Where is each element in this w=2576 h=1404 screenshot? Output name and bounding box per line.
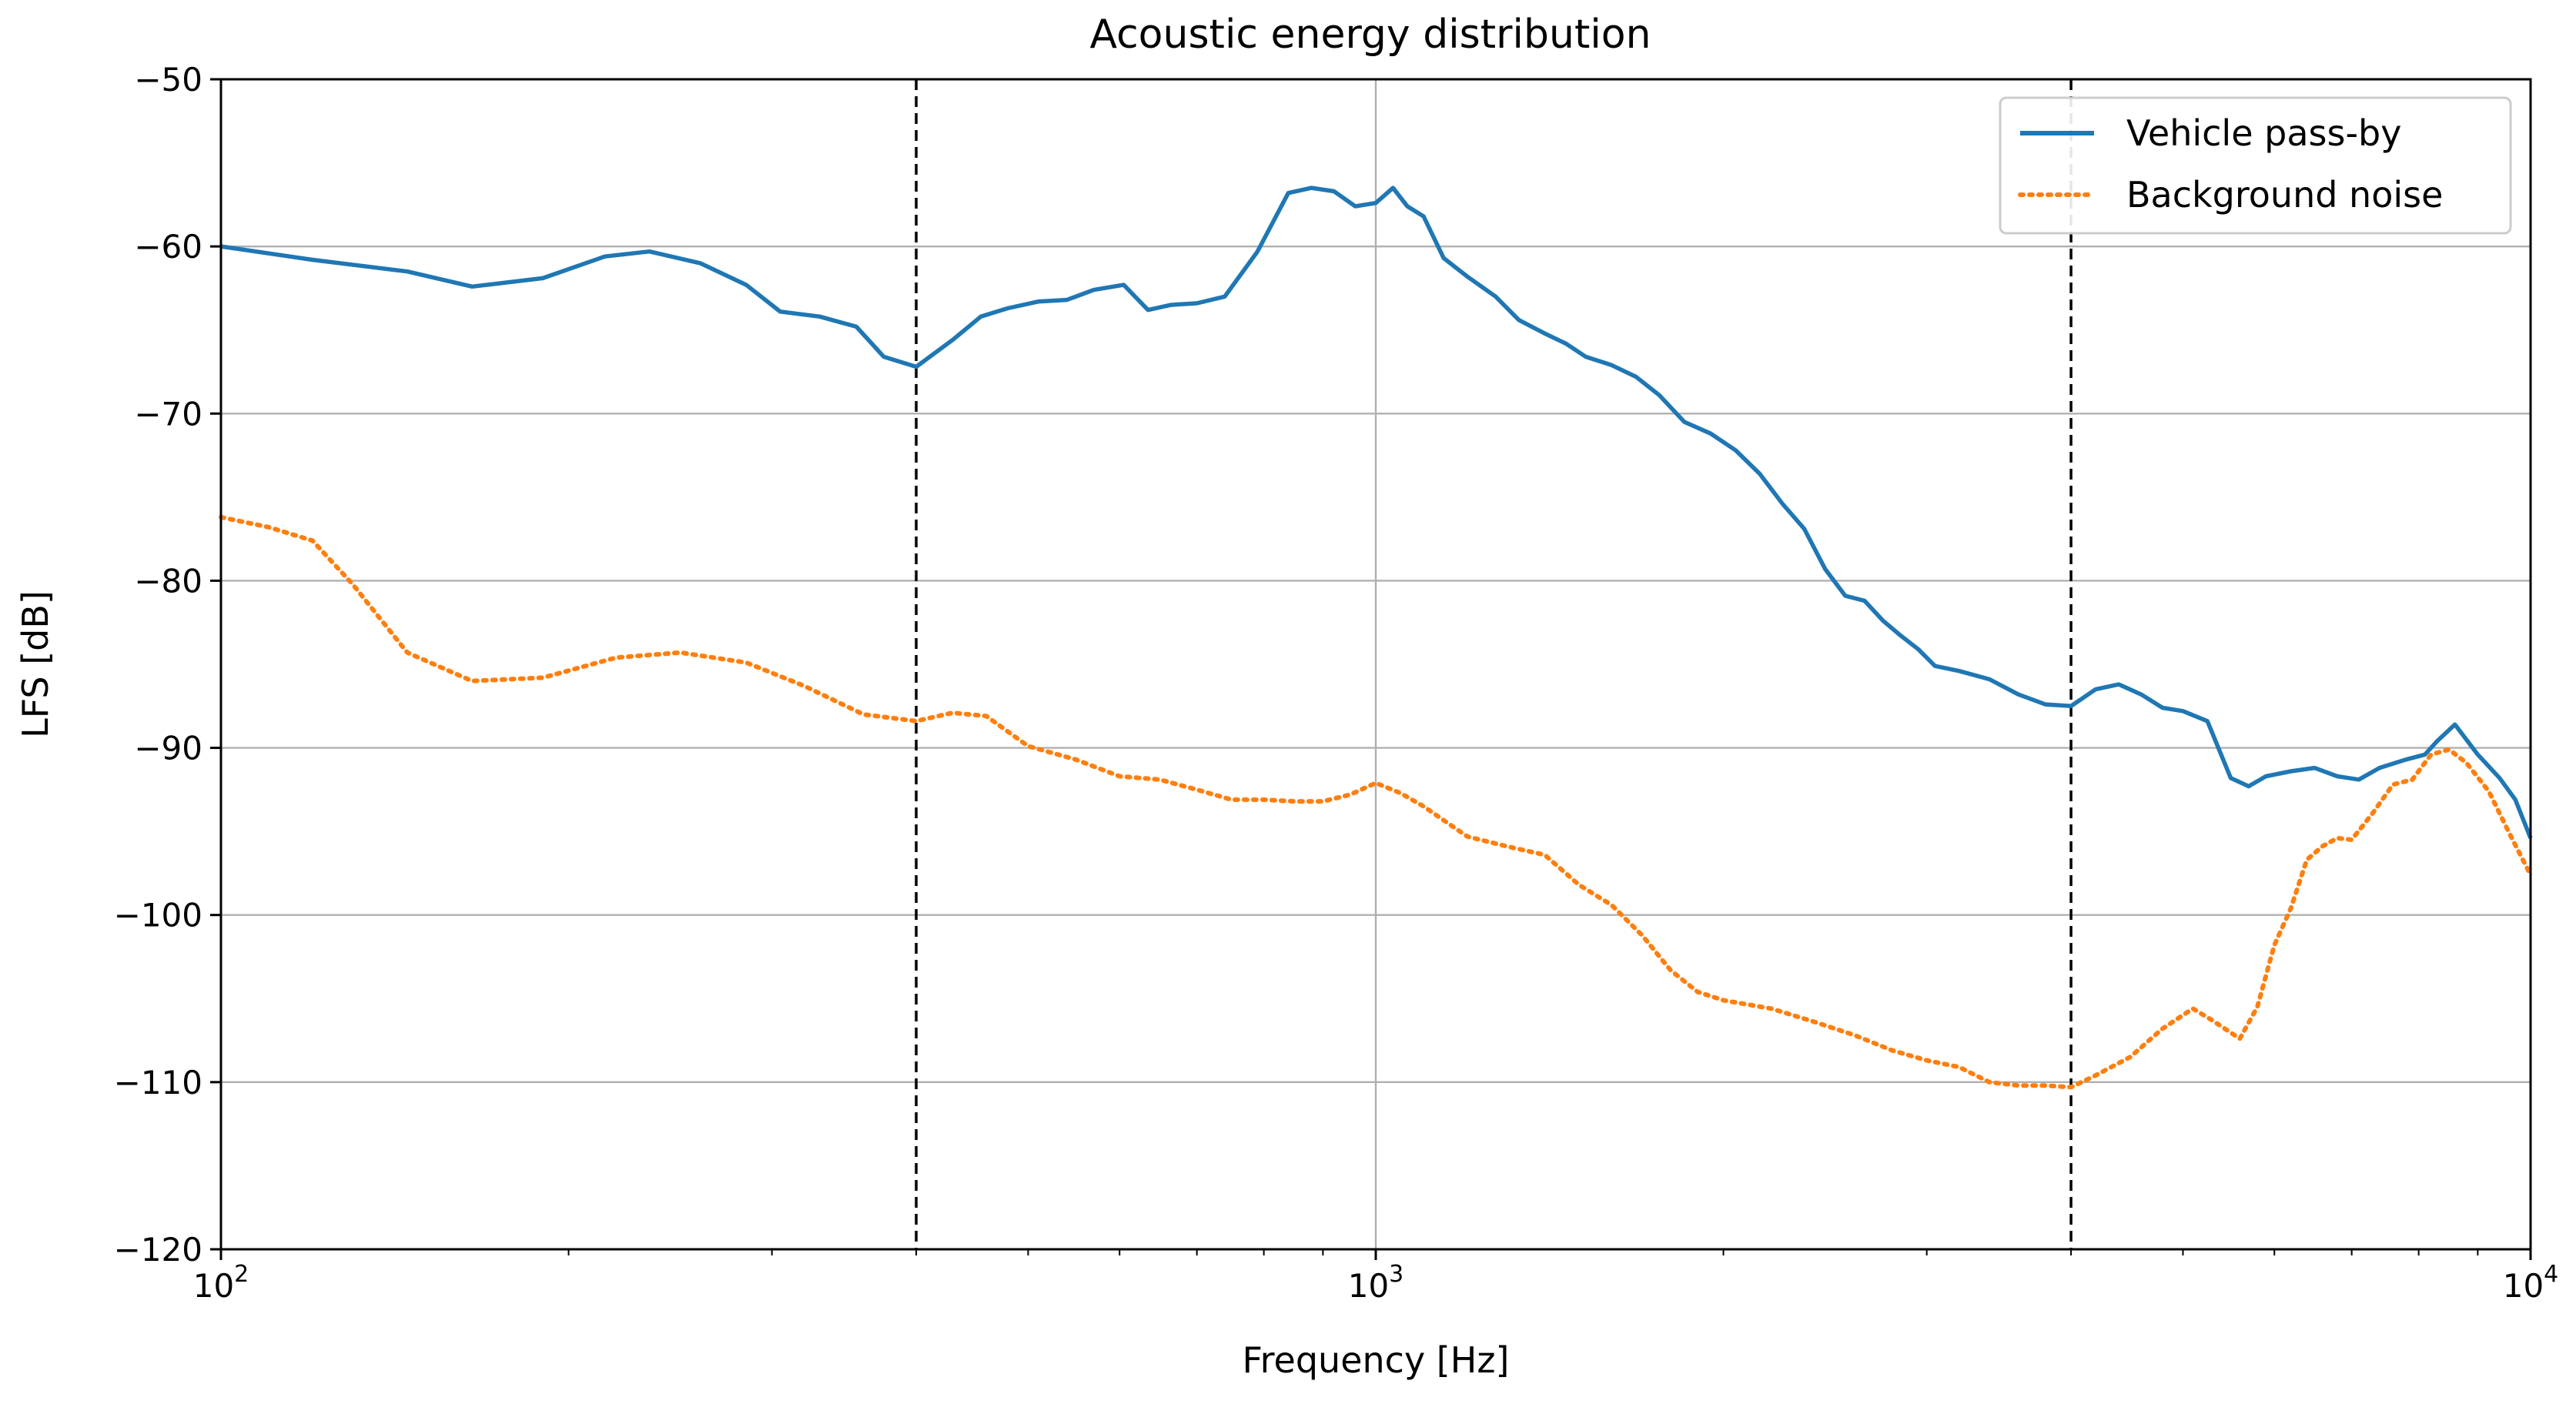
grid-layer	[221, 79, 2531, 1249]
y-tick-label: −100	[114, 897, 202, 934]
legend-label-background-noise: Background noise	[2126, 174, 2443, 216]
x-tick-label: 104	[2503, 1261, 2559, 1305]
reference-lines	[916, 79, 2071, 1249]
y-axis-label: LFS [dB]	[15, 590, 56, 738]
chart-title: Acoustic energy distribution	[1089, 12, 1651, 58]
y-tick-label: −70	[134, 395, 202, 433]
y-tick-label: −120	[114, 1231, 202, 1269]
x-axis-label: Frequency [Hz]	[1243, 1339, 1510, 1381]
y-tick-label: −110	[114, 1064, 202, 1101]
x-tick-label: 102	[193, 1261, 249, 1305]
x-tick-label: 103	[1348, 1261, 1404, 1305]
y-tick-label: −80	[134, 562, 202, 600]
y-tick-label: −50	[134, 61, 202, 99]
legend: Vehicle pass-by Background noise	[2000, 98, 2511, 233]
y-tick-label: −60	[134, 228, 202, 266]
legend-label-vehicle-pass-by: Vehicle pass-by	[2126, 112, 2401, 154]
y-tick-label: −90	[134, 730, 202, 767]
